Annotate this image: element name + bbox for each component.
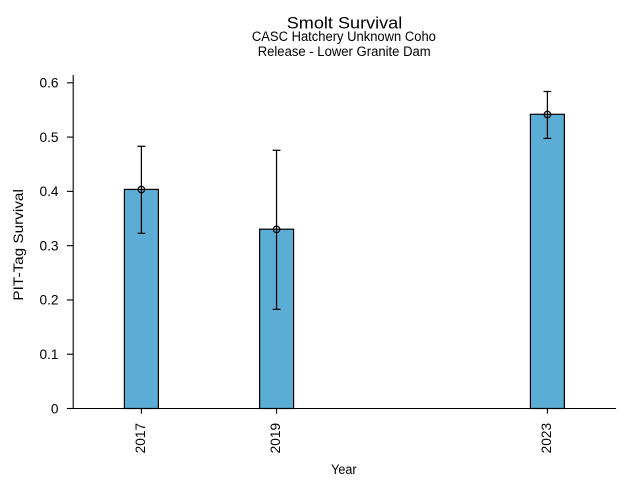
- svg-text:0.5: 0.5: [39, 130, 58, 145]
- svg-text:2019: 2019: [268, 423, 283, 453]
- svg-text:2017: 2017: [133, 423, 148, 453]
- svg-text:Year: Year: [331, 462, 357, 477]
- svg-text:0.4: 0.4: [39, 184, 58, 199]
- svg-text:0.3: 0.3: [39, 238, 58, 253]
- svg-text:2023: 2023: [539, 422, 554, 453]
- svg-text:Release - Lower Granite Dam: Release - Lower Granite Dam: [258, 44, 431, 59]
- svg-text:0.6: 0.6: [39, 76, 58, 91]
- svg-text:CASC Hatchery Unknown Coho: CASC Hatchery Unknown Coho: [252, 29, 436, 44]
- svg-text:PIT-Tag Survival: PIT-Tag Survival: [11, 189, 26, 301]
- svg-text:0: 0: [51, 401, 59, 416]
- svg-text:Smolt Survival: Smolt Survival: [287, 15, 403, 33]
- svg-text:0.2: 0.2: [39, 293, 58, 308]
- svg-text:0.1: 0.1: [39, 347, 58, 362]
